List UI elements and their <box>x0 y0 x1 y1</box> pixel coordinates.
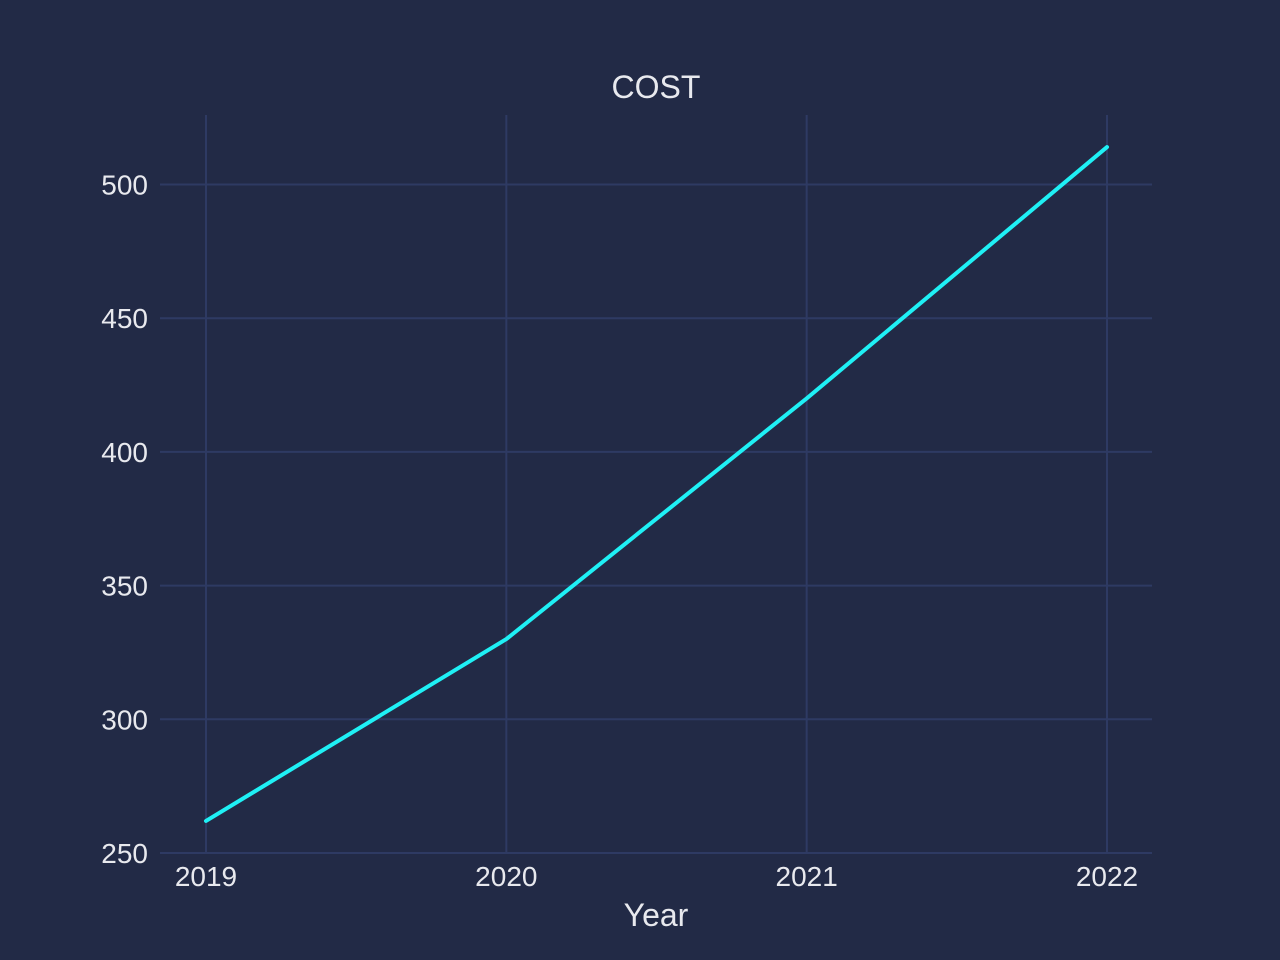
x-axis-title: Year <box>624 897 689 933</box>
y-tick-label: 300 <box>101 704 148 735</box>
series-layer <box>204 145 1109 823</box>
y-tick-label: 450 <box>101 303 148 334</box>
y-tick-label: 350 <box>101 571 148 602</box>
x-tick-label: 2021 <box>776 861 838 892</box>
chart-title: COST <box>612 69 701 105</box>
label-layer: 250 300 350 400 450 500 2019 2020 2021 2022 <box>101 170 1138 892</box>
y-tick-label: 250 <box>101 838 148 869</box>
y-tick-label: 400 <box>101 437 148 468</box>
x-tick-label: 2022 <box>1076 861 1138 892</box>
y-tick-label: 500 <box>101 170 148 201</box>
grid-layer <box>160 115 1152 854</box>
series-line <box>204 145 1109 823</box>
x-tick-label: 2019 <box>175 861 237 892</box>
x-tick-label: 2020 <box>475 861 537 892</box>
